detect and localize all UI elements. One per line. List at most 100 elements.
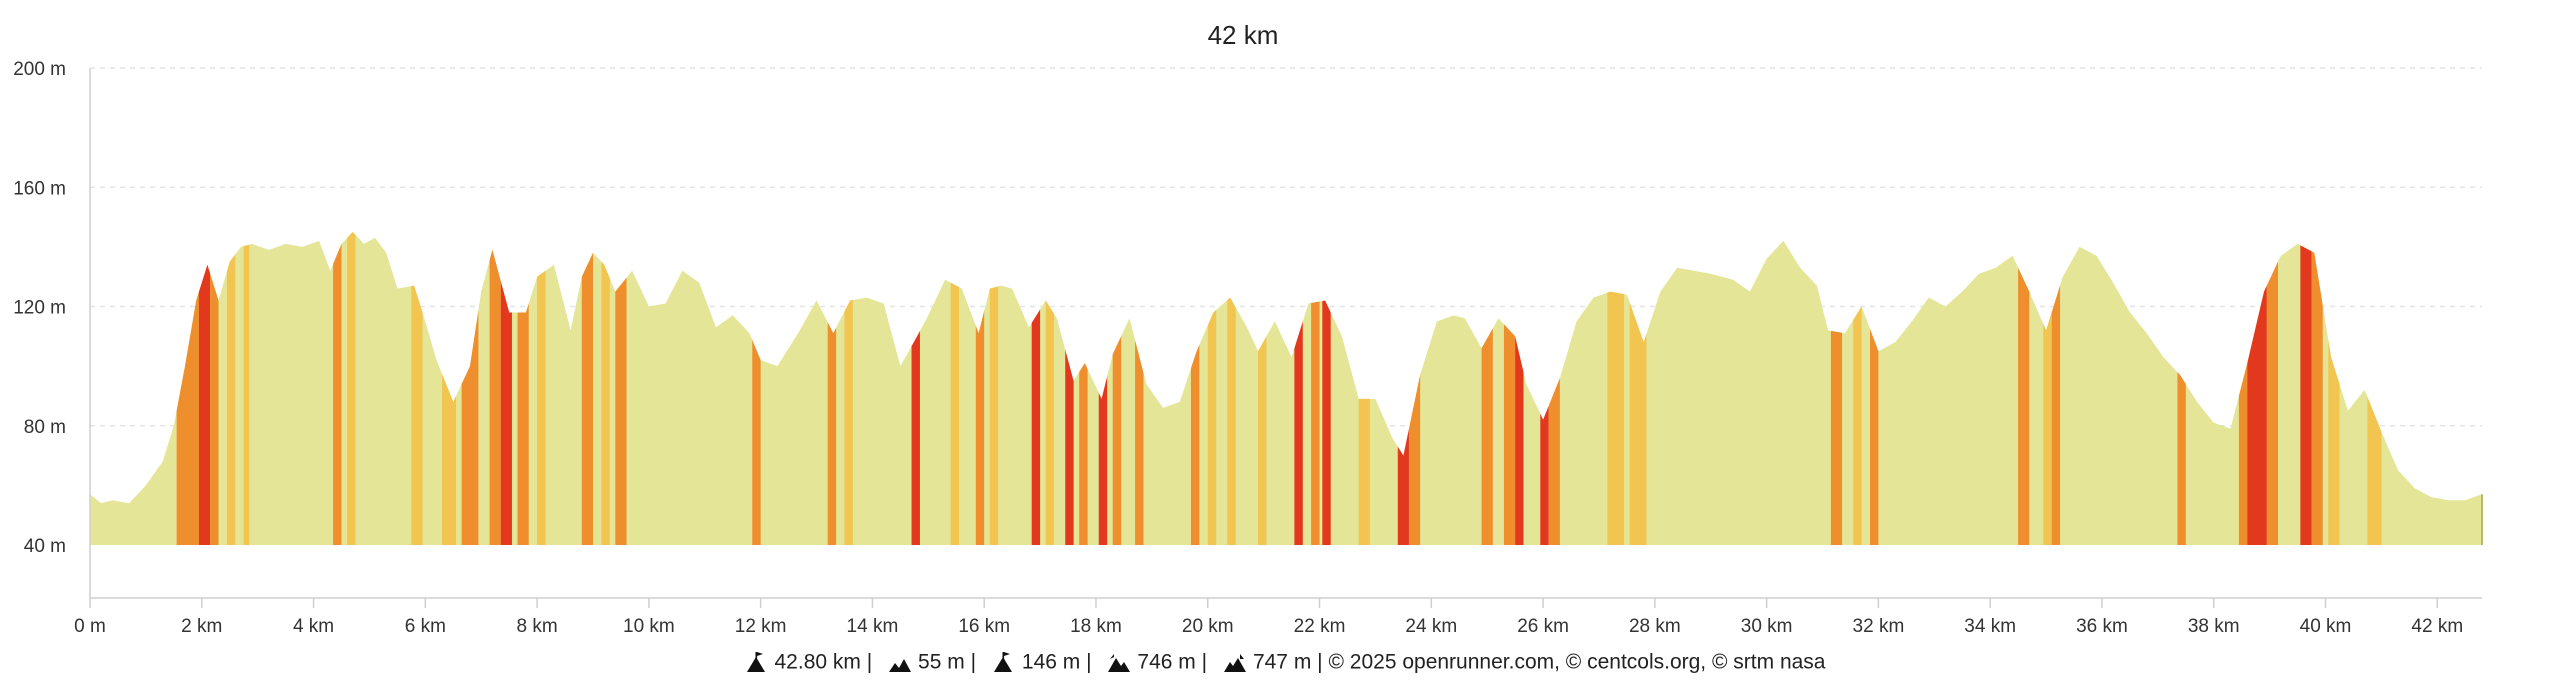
slope-band-moderate: [347, 232, 356, 545]
distance-icon: [745, 651, 769, 673]
slope-band-steep: [461, 232, 479, 545]
separator: |: [866, 650, 873, 674]
slope-band-very-steep: [911, 232, 920, 545]
profile-area-group: [90, 232, 2482, 545]
x-tick-label: 14 km: [847, 616, 899, 637]
slope-band-steep: [210, 232, 219, 545]
x-tick-label: 26 km: [1517, 616, 1569, 637]
y-tick-label: 40 m: [24, 536, 66, 557]
x-tick-label: 6 km: [405, 616, 446, 637]
slope-band-very-steep: [2247, 232, 2267, 545]
slope-band-moderate: [2328, 232, 2340, 545]
slope-band-steep: [1870, 232, 1879, 545]
slope-band-moderate: [1629, 232, 1647, 545]
x-tick-label: 4 km: [293, 616, 334, 637]
separator: |: [1201, 650, 1208, 674]
distance-value: 42.80 km: [774, 650, 861, 674]
slope-band-very-steep: [1098, 232, 1108, 545]
slope-band-moderate: [1227, 232, 1236, 545]
slope-band-moderate: [243, 232, 250, 545]
slope-band-very-steep: [1397, 232, 1409, 545]
slope-band-moderate: [601, 232, 610, 545]
x-tick-label: 34 km: [1964, 616, 2016, 637]
y-tick-labels: 40 m 80 m 120 m 160 m 200 m: [13, 59, 66, 557]
x-tick-label: 16 km: [958, 616, 1010, 637]
slope-band-steep: [1112, 232, 1122, 545]
slope-band-very-steep: [2300, 232, 2312, 545]
elevation-loss-icon: [1223, 651, 1247, 673]
y-tick-label: 160 m: [13, 178, 66, 199]
slope-band-moderate: [950, 232, 960, 545]
slope-band-steep: [2311, 232, 2323, 545]
x-tick-label: 28 km: [1629, 616, 1681, 637]
elevation-gain-value: 746 m: [1137, 650, 1196, 674]
route-stats-footer: 42.80 km | 55 m | 146 m | 746 m | 747 m …: [0, 650, 2560, 674]
slope-band-steep: [2266, 232, 2279, 545]
slope-band-moderate: [844, 232, 853, 545]
slope-band-moderate: [1358, 232, 1370, 545]
x-tick-label: 42 km: [2411, 616, 2463, 637]
slope-band-moderate: [411, 232, 423, 545]
x-tick-label: 32 km: [1853, 616, 1905, 637]
x-tick-label: 22 km: [1294, 616, 1346, 637]
slope-band-moderate: [2367, 232, 2382, 545]
slope-band-very-steep: [1065, 232, 1074, 545]
slope-band-steep: [581, 232, 593, 545]
slope-band-moderate: [537, 232, 546, 545]
slope-band-moderate: [1607, 232, 1625, 545]
slope-band-moderate: [2043, 232, 2052, 545]
x-tick-label: 2 km: [181, 616, 222, 637]
slope-band-steep: [517, 232, 529, 545]
slope-band-steep: [1408, 232, 1421, 545]
y-tick-label: 120 m: [13, 298, 66, 319]
separator: |: [1317, 650, 1323, 674]
slope-band-steep: [1190, 232, 1200, 545]
elevation-area: [90, 232, 2482, 545]
chart-title: 42 km: [1208, 20, 1279, 50]
x-tick-label: 38 km: [2188, 616, 2240, 637]
slope-band-steep: [975, 232, 985, 545]
slope-band-very-steep: [198, 232, 211, 545]
min-altitude-value: 55 m: [918, 650, 965, 674]
slope-band-moderate: [442, 232, 457, 545]
slope-band-steep: [827, 232, 837, 545]
max-altitude-value: 146 m: [1021, 650, 1081, 674]
slope-band-steep: [1481, 232, 1493, 545]
slope-band-moderate: [989, 232, 999, 545]
slope-band-steep: [2051, 232, 2061, 545]
slope-band-steep: [1830, 232, 1843, 545]
x-tick-label: 20 km: [1182, 616, 1234, 637]
separator: |: [970, 650, 977, 674]
x-tick-label: 40 km: [2300, 616, 2352, 637]
slope-band-steep: [2018, 232, 2030, 545]
slope-band-moderate: [1045, 232, 1055, 545]
elevation-loss-value: 747 m: [1252, 650, 1312, 674]
slope-band-very-steep: [1031, 232, 1041, 545]
slope-band-steep: [333, 232, 342, 545]
slope-band-steep: [1135, 232, 1144, 545]
slope-band-very-steep: [1515, 232, 1524, 545]
x-tick-label: 24 km: [1405, 616, 1457, 637]
slope-band-steep: [1503, 232, 1516, 545]
x-tick-label: 30 km: [1741, 616, 1793, 637]
slope-band-steep: [1311, 232, 1320, 545]
slope-band-steep: [615, 232, 627, 545]
elevation-gain-icon: [1107, 651, 1131, 673]
slope-band-steep: [1548, 232, 1560, 545]
slope-band-steep: [2238, 232, 2248, 545]
slope-band-very-steep: [1294, 232, 1303, 545]
x-tick-label: 0 m: [74, 616, 106, 637]
slope-band-very-steep: [500, 232, 512, 545]
x-tick-label: 12 km: [735, 616, 787, 637]
slope-band-very-steep: [1322, 232, 1331, 545]
slope-band-steep: [176, 232, 199, 545]
y-tick-label: 80 m: [24, 417, 66, 438]
slope-band-moderate: [1853, 232, 1862, 545]
x-tick-label: 8 km: [517, 616, 558, 637]
x-tick-labels: 0 m 2 km 4 km 6 km 8 km 10 km 12 km 14 km 16 km 1…: [74, 616, 2463, 637]
axes: [89, 68, 2483, 608]
slope-band-steep: [1079, 232, 1088, 545]
x-tick-label: 10 km: [623, 616, 675, 637]
x-tick-label: 18 km: [1070, 616, 1122, 637]
